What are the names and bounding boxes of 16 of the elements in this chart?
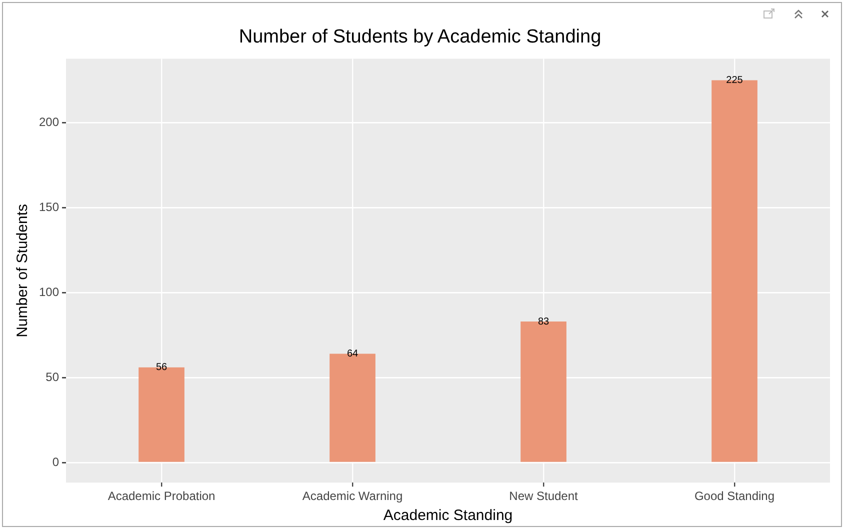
x-axis-title: Academic Standing xyxy=(383,507,513,524)
x-tick-label: Academic Warning xyxy=(302,489,403,504)
data-label: 56 xyxy=(156,362,168,374)
x-tick-label: Academic Probation xyxy=(108,489,216,504)
y-tick-label: 150 xyxy=(38,200,60,214)
y-tick-label: 100 xyxy=(38,284,60,299)
chart-title: Number of Students by Academic Standing xyxy=(238,26,602,48)
data-label: 64 xyxy=(346,348,359,360)
y-axis-title: Number of Students xyxy=(14,204,32,338)
x-tick-label: Good Standing xyxy=(694,489,775,504)
x-tick-label: New Student xyxy=(509,489,579,504)
y-tick-label: 50 xyxy=(46,370,60,384)
data-label: 225 xyxy=(726,74,744,86)
y-tick-label: 200 xyxy=(38,115,60,130)
data-label: 83 xyxy=(538,316,550,328)
y-tick-label: 0 xyxy=(52,454,60,469)
